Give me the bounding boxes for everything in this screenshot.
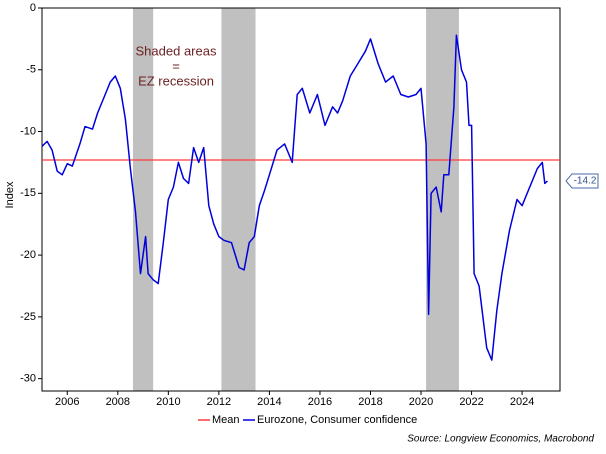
- series-line: [41, 34, 548, 361]
- last-value-box: [565, 173, 599, 189]
- source: Source: Longview Economics, Macrobond: [407, 434, 594, 445]
- legend-label: Mean: [212, 414, 240, 426]
- legend-label: Eurozone, Consumer confidence: [257, 414, 417, 426]
- x-tick-label: 2012: [207, 396, 231, 408]
- x-tick-label: 2022: [459, 396, 483, 408]
- y-tick-label: -10: [20, 125, 36, 137]
- y-tick-label: -5: [26, 64, 36, 76]
- annotation: EZ recession: [138, 73, 214, 88]
- y-tick-label: 0: [30, 2, 36, 14]
- annotation: =: [172, 58, 180, 73]
- x-tick-label: 2006: [55, 396, 79, 408]
- x-tick-label: 2018: [358, 396, 382, 408]
- x-tick-label: 2024: [510, 396, 534, 408]
- y-tick-label: -15: [20, 187, 36, 199]
- last-value-label: -14.2: [574, 176, 597, 187]
- recession-band: [221, 8, 256, 391]
- y-tick-label: -30: [20, 373, 36, 385]
- x-tick-label: 2014: [257, 396, 281, 408]
- x-tick-label: 2008: [106, 396, 130, 408]
- y-tick-label: -25: [20, 311, 36, 323]
- plot-frame: [41, 7, 561, 392]
- y-axis-label: Index: [4, 181, 16, 208]
- x-tick-label: 2016: [308, 396, 332, 408]
- y-tick-label: -20: [20, 249, 36, 261]
- recession-band: [132, 8, 154, 391]
- annotation: Shaded areas: [136, 43, 217, 58]
- x-tick-label: 2010: [156, 396, 180, 408]
- x-tick-label: 2020: [409, 396, 433, 408]
